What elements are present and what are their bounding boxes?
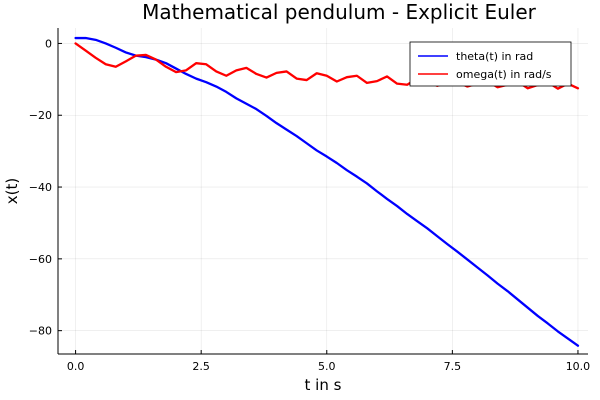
y-tick-label: −40	[29, 181, 52, 194]
y-tick-label: −20	[29, 109, 52, 122]
legend-box	[409, 41, 572, 87]
x-axis-label: t in s	[305, 376, 342, 394]
x-tick-label: 5.0	[318, 360, 336, 373]
x-tick-label: 10.0	[566, 360, 591, 373]
y-tick-labels: 0 −20 −40 −60 −80	[29, 37, 52, 337]
x-tick-label: 2.5	[192, 360, 210, 373]
y-axis-label: x(t)	[3, 178, 21, 204]
chart-title: Mathematical pendulum - Explicit Euler	[142, 0, 537, 24]
grid-lines	[58, 28, 588, 354]
y-tick-label: −60	[29, 253, 52, 266]
axes	[57, 28, 588, 355]
legend: theta(t) in rad omega(t) in rad/s	[409, 41, 572, 87]
x-tick-label: 7.5	[444, 360, 462, 373]
x-tick-labels: 0.0 2.5 5.0 7.5 10.0	[67, 360, 590, 373]
legend-label-theta: theta(t) in rad	[456, 50, 533, 63]
x-tick-label: 0.0	[67, 360, 85, 373]
y-tick-label: −80	[29, 325, 52, 338]
legend-label-omega: omega(t) in rad/s	[456, 68, 552, 81]
y-tick-label: 0	[45, 37, 52, 50]
